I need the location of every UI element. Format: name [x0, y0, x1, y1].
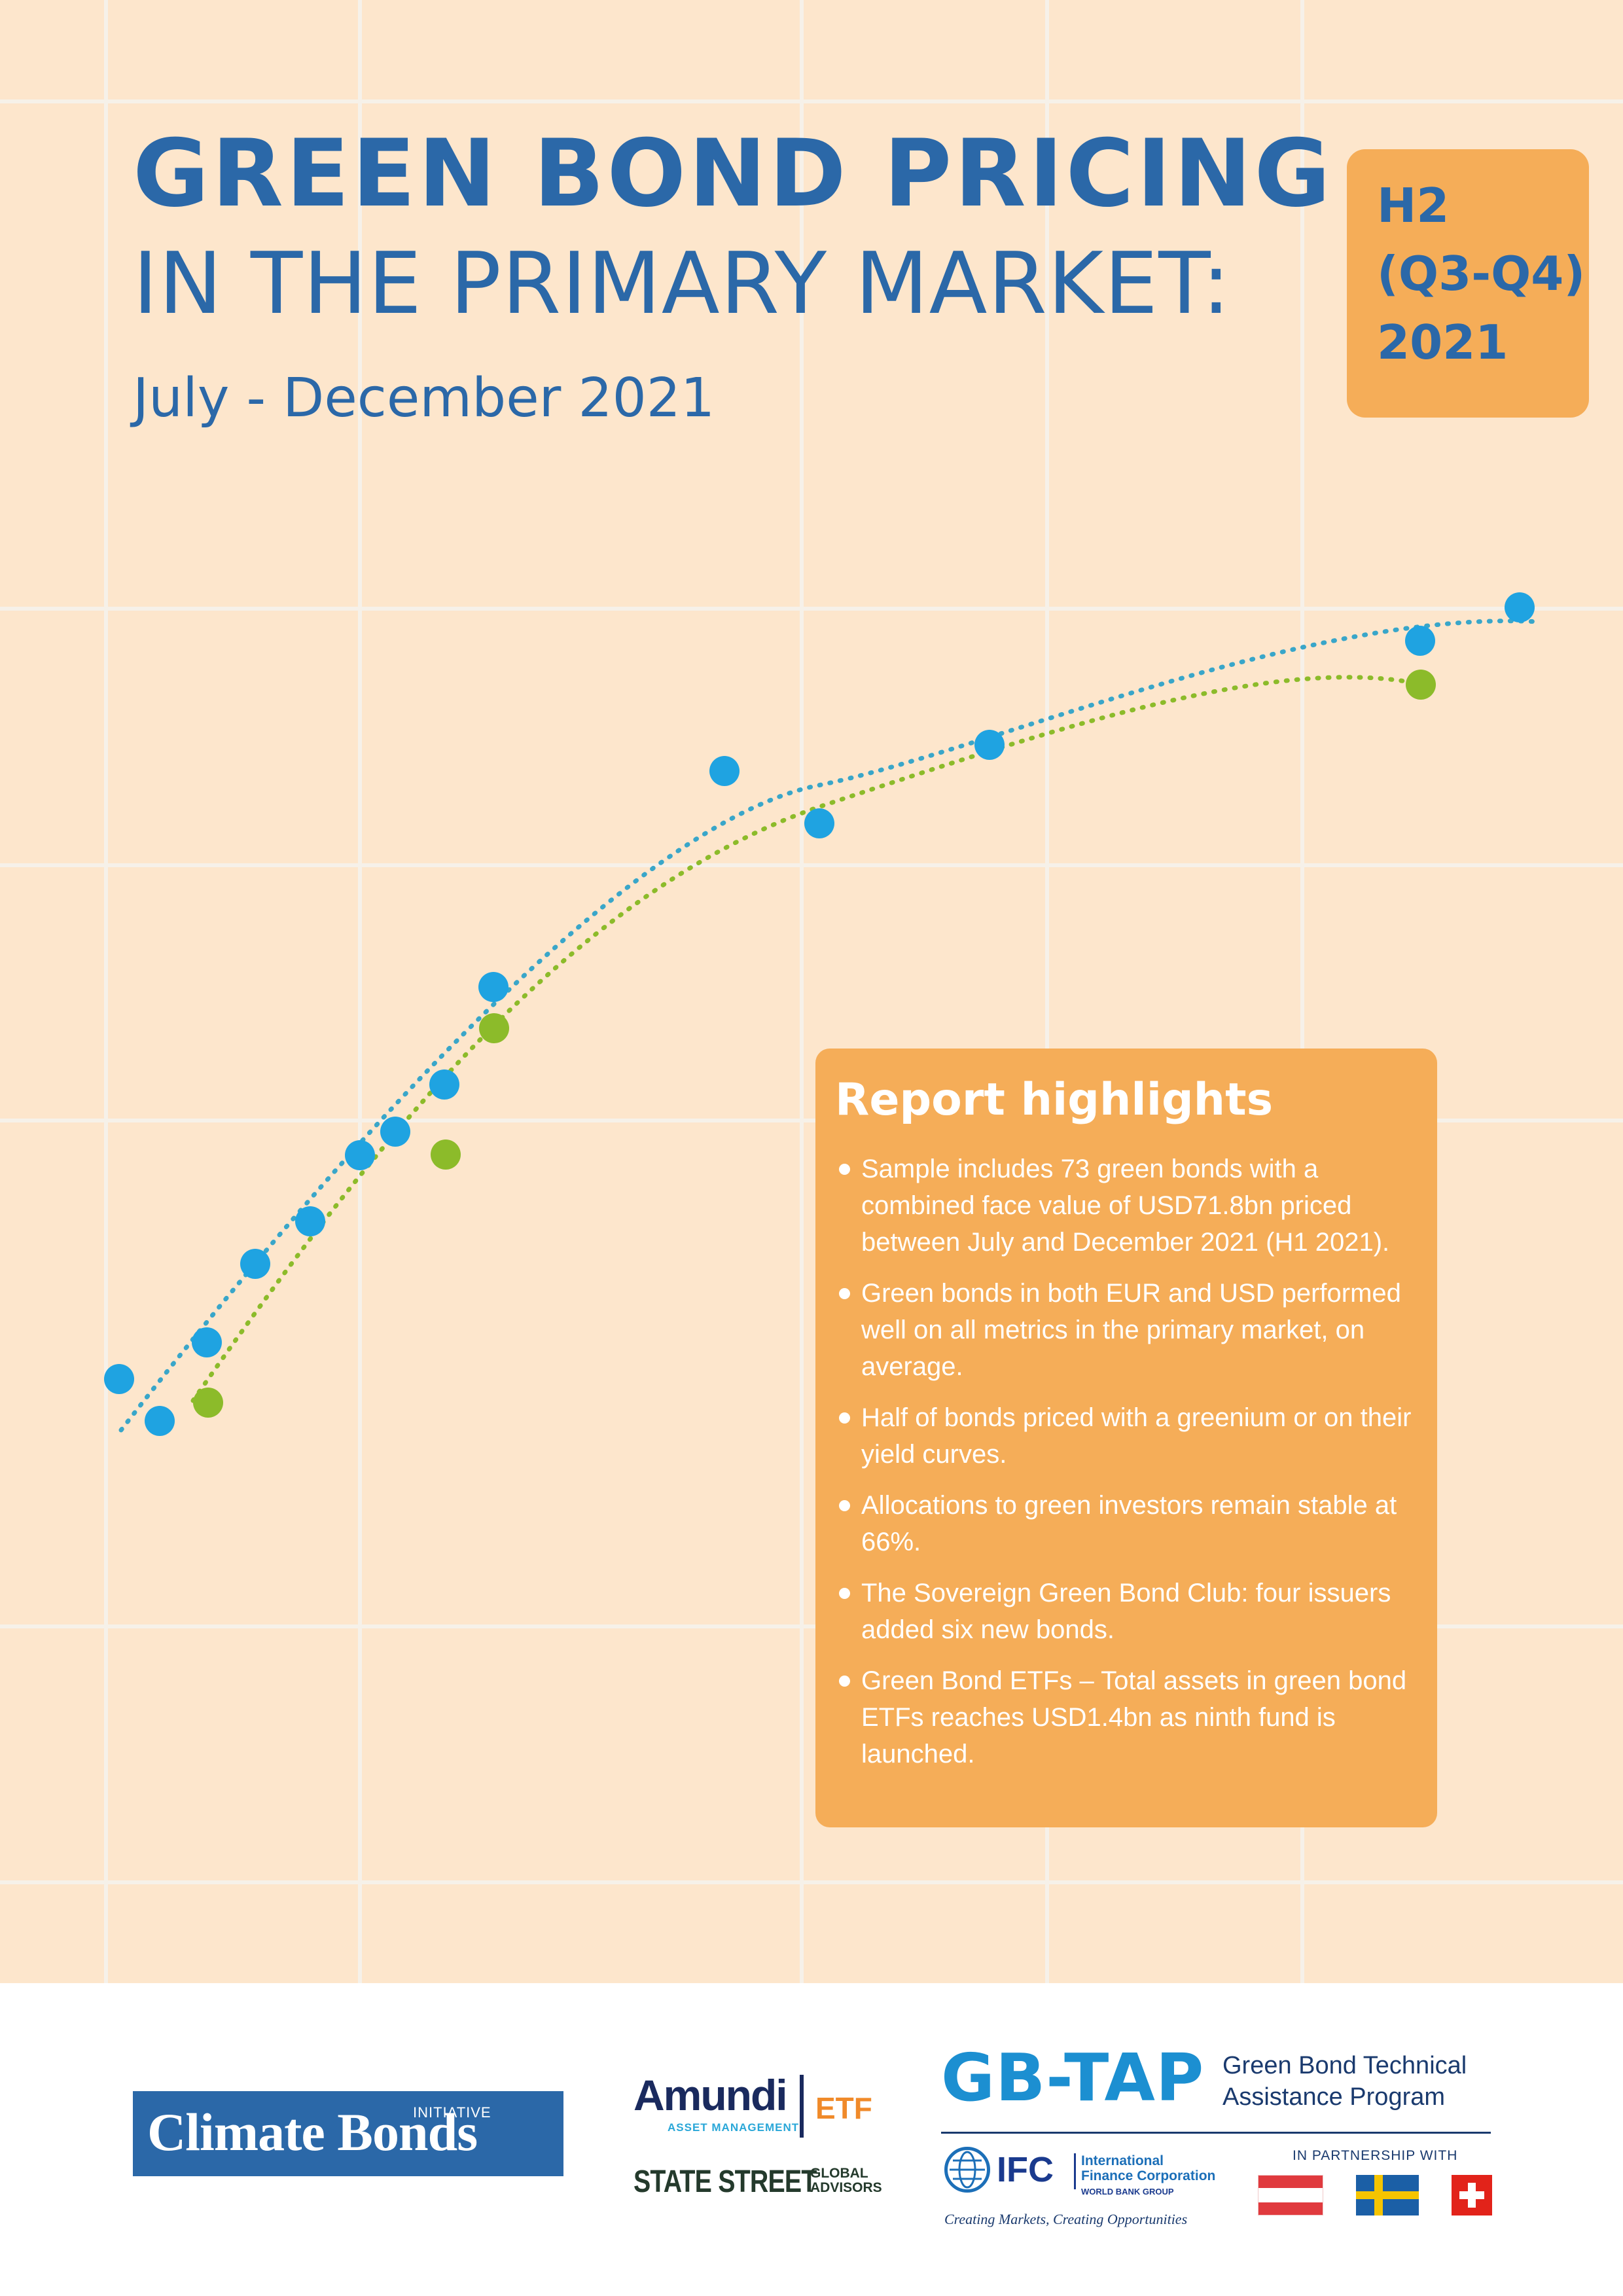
partnership-label: IN PARTNERSHIP WITH — [1293, 2148, 1458, 2163]
ifc-logo: IFC International Finance Corporation WO… — [941, 2147, 1242, 2245]
cbi-logo-text: Climate Bonds — [147, 2102, 478, 2162]
blue-data-point — [345, 1140, 375, 1170]
blue-data-point — [478, 972, 508, 1002]
highlight-text: Green Bond ETFs – Total assets in green … — [861, 1666, 1407, 1769]
bullet-icon — [839, 1500, 850, 1512]
switzerland-flag-icon — [1452, 2175, 1492, 2215]
sweden-flag-icon — [1356, 2175, 1419, 2215]
cbi-logo-subtext: INITIATIVE — [413, 2104, 491, 2121]
highlight-item: Green Bond ETFs – Total assets in green … — [835, 1662, 1412, 1772]
period-badge: H2 (Q3-Q4) 2021 — [1347, 149, 1589, 418]
ifc-name: IFC — [997, 2150, 1054, 2189]
badge-half: H2 — [1377, 178, 1450, 233]
bullet-icon — [839, 1288, 850, 1300]
green-data-point — [479, 1013, 509, 1043]
ifc-divider — [1074, 2153, 1076, 2189]
blue-data-point — [709, 756, 740, 786]
highlight-item: Green bonds in both EUR and USD performe… — [835, 1275, 1412, 1385]
highlight-text: Green bonds in both EUR and USD performe… — [861, 1279, 1401, 1382]
state-street-logo: STATE STREET GLOBAL ADVISORS — [633, 2160, 882, 2206]
highlight-item: Allocations to green investors remain st… — [835, 1487, 1412, 1560]
blue-data-point — [804, 808, 834, 838]
green-data-point — [193, 1388, 223, 1418]
blue-data-point — [295, 1206, 325, 1236]
highlights-list: Sample includes 73 green bonds with a co… — [835, 1151, 1412, 1772]
amundi-subtext: ASSET MANAGEMENT — [668, 2121, 800, 2134]
decorative-scatter-chart — [104, 592, 1541, 1436]
partner-logos-footer: Climate Bonds INITIATIVE Amundi ASSET MA… — [0, 1983, 1623, 2296]
highlight-item: Sample includes 73 green bonds with a co… — [835, 1151, 1412, 1261]
state-street-name: STATE STREET — [633, 2164, 817, 2199]
highlights-heading: Report highlights — [835, 1074, 1274, 1126]
gb-tap-acronym: GB-TAP — [941, 2039, 1205, 2116]
green-data-point — [1406, 670, 1436, 700]
state-street-subtext: GLOBAL ADVISORS — [810, 2166, 882, 2196]
report-title: GREEN BOND PRICING — [133, 120, 1333, 228]
bullet-icon — [839, 1676, 850, 1687]
highlight-text: Sample includes 73 green bonds with a co… — [861, 1155, 1390, 1257]
cover-illustration: GREEN BOND PRICING IN THE PRIMARY MARKET… — [0, 0, 1623, 1983]
gb-tap-logo: GB-TAP Green Bond Technical Assistance P… — [941, 2045, 1497, 2144]
ifc-group-label: WORLD BANK GROUP — [1081, 2187, 1174, 2197]
blue-data-point — [145, 1406, 175, 1436]
climate-bonds-initiative-logo: Climate Bonds INITIATIVE — [133, 2091, 563, 2176]
badge-quarters: (Q3-Q4) — [1377, 246, 1586, 302]
ifc-full-name: International Finance Corporation — [1081, 2153, 1216, 2184]
bullet-icon — [839, 1164, 850, 1175]
gb-tap-full-name: Green Bond Technical Assistance Program — [1222, 2052, 1467, 2111]
highlight-item: Half of bonds priced with a greenium or … — [835, 1399, 1412, 1473]
blue-data-point — [974, 730, 1005, 760]
highlight-text: Half of bonds priced with a greenium or … — [861, 1403, 1412, 1469]
blue-data-point — [192, 1327, 222, 1357]
netherlands-flag-icon — [1258, 2175, 1323, 2215]
blue-data-point — [1405, 626, 1435, 656]
badge-year: 2021 — [1377, 314, 1508, 370]
amundi-divider — [800, 2075, 804, 2138]
highlight-text: The Sovereign Green Bond Club: four issu… — [861, 1579, 1391, 1645]
report-period: July - December 2021 — [133, 367, 715, 429]
blue-data-point — [429, 1069, 459, 1100]
bullet-icon — [839, 1588, 850, 1600]
amundi-etf-logo: Amundi ASSET MANAGEMENT ETF — [633, 2068, 876, 2147]
report-highlights-box: Report highlights Sample includes 73 gre… — [815, 1049, 1437, 1827]
blue-data-point — [104, 1364, 134, 1394]
blue-trend-line — [118, 619, 1541, 1433]
highlight-item: The Sovereign Green Bond Club: four issu… — [835, 1575, 1412, 1648]
blue-data-point — [380, 1117, 410, 1147]
amundi-name: Amundi — [633, 2071, 788, 2119]
amundi-etf-text: ETF — [815, 2091, 872, 2125]
ifc-tagline: Creating Markets, Creating Opportunities — [944, 2211, 1188, 2227]
globe-icon — [944, 2147, 990, 2193]
blue-data-point — [240, 1249, 270, 1279]
gb-tap-divider — [941, 2132, 1491, 2134]
report-title-line2: IN THE PRIMARY MARKET: — [133, 234, 1232, 333]
green-data-point — [431, 1139, 461, 1170]
bullet-icon — [839, 1412, 850, 1424]
blue-data-point — [1505, 592, 1535, 622]
highlight-text: Allocations to green investors remain st… — [861, 1491, 1397, 1557]
